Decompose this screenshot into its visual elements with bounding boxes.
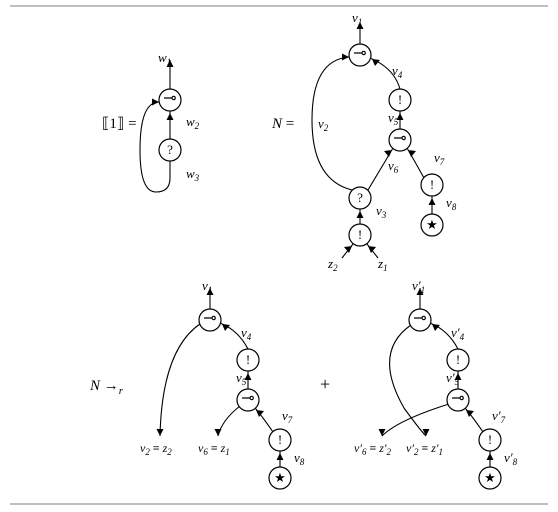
svg-text:⊸: ⊸ [203,310,216,327]
svg-text:v′2 ≡ z′1: v′2 ≡ z′1 [406,441,443,457]
svg-text:?: ? [167,142,173,157]
svg-text:v2 ≡ z2: v2 ≡ z2 [140,441,172,457]
svg-text:v′7: v′7 [492,408,506,425]
edges-layer [140,22,494,467]
svg-text:⊸: ⊸ [241,390,254,407]
svg-text:★: ★ [274,470,286,485]
svg-text:?: ? [357,190,363,205]
svg-text:!: ! [456,352,460,367]
svg-text:!: ! [398,92,402,107]
svg-text:v4: v4 [392,63,403,80]
svg-text:★: ★ [484,470,496,485]
svg-text:v6 ≡ z1: v6 ≡ z1 [198,441,230,457]
svg-text:v2: v2 [318,116,329,133]
svg-text:!: ! [488,432,492,447]
svg-text:w3: w3 [186,166,200,183]
svg-text:⟦1⟧ =: ⟦1⟧ = [102,116,137,132]
svg-text:v′8: v′8 [504,450,518,467]
svg-text:w2: w2 [186,114,200,131]
svg-text:v4: v4 [241,325,252,342]
svg-text:v8: v8 [294,450,305,467]
svg-text:v7: v7 [282,408,293,425]
svg-text:+: + [320,374,330,394]
svg-text:z2: z2 [327,256,338,273]
svg-text:v7: v7 [434,150,445,167]
svg-text:v5: v5 [236,370,247,387]
svg-text:v′6 ≡ z′2: v′6 ≡ z′2 [354,441,392,457]
svg-text:v′1: v′1 [412,278,425,295]
svg-text:⊸: ⊸ [451,390,464,407]
svg-text:v′4: v′4 [451,325,465,342]
svg-text:v1: v1 [352,10,362,27]
svg-text:!: ! [278,432,282,447]
svg-text:⊸: ⊸ [353,45,366,62]
svg-text:v5: v5 [388,110,399,127]
svg-text:N =: N = [271,116,294,132]
svg-text:N →r: N →r [89,378,124,397]
svg-text:!: ! [430,177,434,192]
svg-text:w1: w1 [158,50,171,67]
svg-text:v1: v1 [202,278,212,295]
svg-text:v8: v8 [446,195,457,212]
svg-text:!: ! [358,227,362,242]
figure: ⊸? ⊸! ⊸?!! ★ ⊸! ⊸! ★ ⊸! ⊸! ★ ⟦1⟧ = N = N →r + w1 w2 w3 v… [0,0,558,512]
svg-text:z1: z1 [377,256,388,273]
svg-text:⊸: ⊸ [163,90,176,107]
svg-text:v6: v6 [388,158,399,175]
svg-text:v3: v3 [376,203,387,220]
svg-text:⊸: ⊸ [413,310,426,327]
svg-text:⊸: ⊸ [393,130,406,147]
svg-text:!: ! [246,352,250,367]
svg-text:★: ★ [426,217,438,232]
